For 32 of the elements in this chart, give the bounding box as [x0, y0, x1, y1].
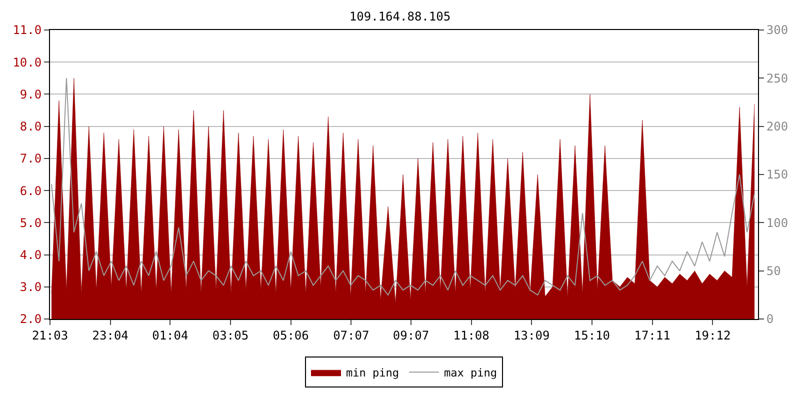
x-tick-label: 15:10: [574, 328, 610, 342]
chart-title: 109.164.88.105: [349, 9, 451, 24]
y-tick-label: 6.0: [20, 184, 42, 198]
y2-tick-label: 100: [766, 216, 788, 230]
y-tick-label: 10.0: [12, 55, 42, 70]
y2-tick-label: 200: [766, 120, 788, 134]
x-tick-label: 13:09: [514, 328, 550, 342]
y-tick-label: 9.0: [20, 87, 42, 102]
y-tick-label: 8.0: [20, 120, 42, 134]
y2-tick-label: 300: [766, 23, 788, 38]
legend-label: min ping: [346, 366, 399, 380]
y-tick-label: 7.0: [20, 152, 42, 166]
y-tick-label: 5.0: [20, 216, 42, 230]
x-tick-label: 07:07: [333, 328, 370, 342]
x-tick-label: 23:04: [92, 328, 128, 342]
y2-tick-label: 150: [766, 168, 788, 182]
y-tick-label: 3.0: [20, 280, 42, 294]
y-tick-label: 2.0: [20, 312, 42, 326]
x-tick-label: 01:04: [152, 328, 188, 342]
x-tick-label: 19:12: [694, 328, 731, 342]
legend-label: max ping: [444, 366, 497, 380]
x-tick-label: 11:08: [453, 328, 490, 342]
y2-tick-label: 0: [766, 312, 774, 326]
x-tick-label: 03:05: [212, 328, 249, 342]
y2-tick-label: 250: [766, 71, 788, 86]
y2-tick-label: 50: [766, 264, 781, 278]
x-tick-label: 05:06: [272, 328, 309, 342]
x-tick-label: 17:11: [634, 328, 670, 342]
y-tick-label: 11.0: [12, 23, 42, 38]
y-tick-label: 4.0: [20, 248, 42, 262]
x-tick-label: 21:03: [32, 328, 68, 342]
x-tick-label: 09:07: [392, 328, 430, 342]
